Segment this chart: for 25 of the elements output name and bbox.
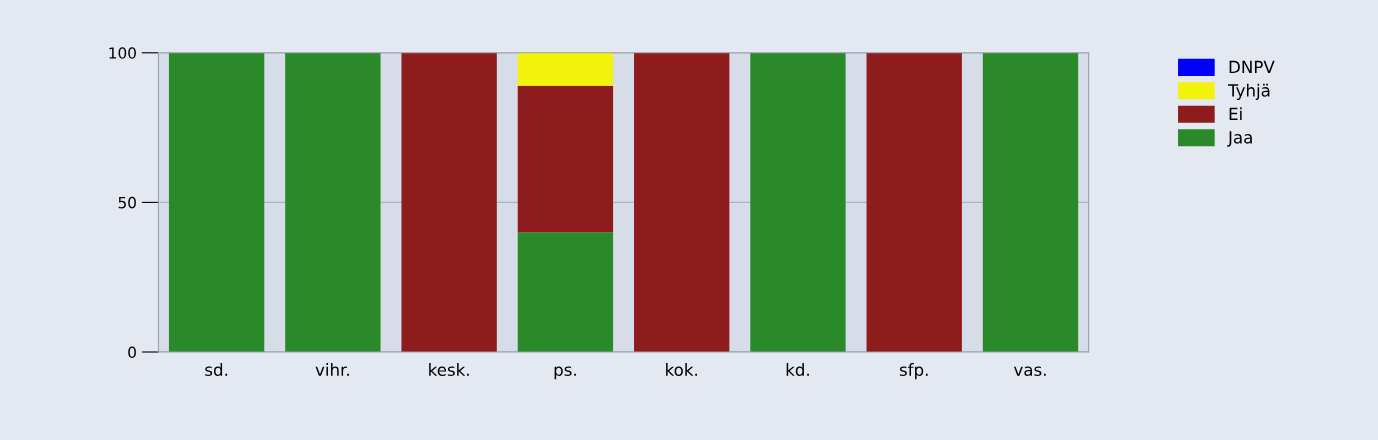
bar [517, 52, 614, 86]
bar [866, 52, 962, 352]
legend-label: Jaa [1227, 131, 1252, 147]
legend-label: Tyhjä [1227, 83, 1270, 100]
legend-label: Ei [1229, 107, 1242, 120]
bar [517, 85, 614, 233]
y-tick-label: 50 [118, 196, 136, 209]
y-tick-label: 0 [128, 346, 136, 359]
x-tick-label: sfp. [899, 363, 928, 380]
x-tick-label: vihr. [315, 363, 349, 376]
bar [285, 52, 381, 352]
x-tick-label: kok. [666, 363, 697, 377]
legend-label: DNPV [1229, 60, 1275, 73]
x-tick-label: vas. [1013, 366, 1046, 377]
x-tick-label: kd. [786, 363, 809, 377]
bar [982, 52, 1079, 352]
x-tick-label: ps. [554, 366, 576, 380]
bar [517, 232, 614, 352]
x-tick-label: kesk. [429, 363, 469, 377]
bar [401, 52, 497, 352]
y-tick-label: 100 [109, 47, 136, 59]
bar [634, 52, 730, 352]
bar [750, 52, 846, 352]
x-tick-label: sd. [205, 363, 228, 377]
bar [168, 52, 265, 352]
